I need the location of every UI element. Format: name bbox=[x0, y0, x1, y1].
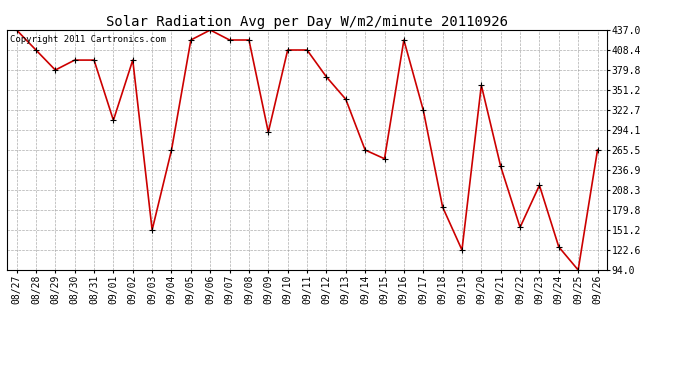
Text: Copyright 2011 Cartronics.com: Copyright 2011 Cartronics.com bbox=[10, 35, 166, 44]
Title: Solar Radiation Avg per Day W/m2/minute 20110926: Solar Radiation Avg per Day W/m2/minute … bbox=[106, 15, 508, 29]
